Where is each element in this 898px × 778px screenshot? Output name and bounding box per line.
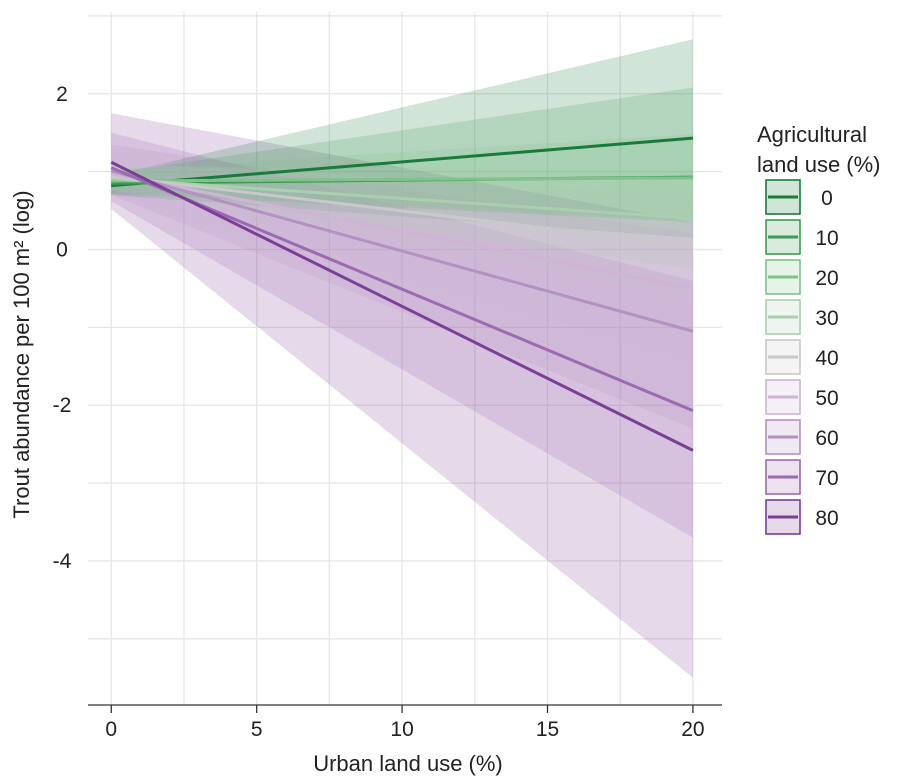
y-tick-label: 2 <box>56 83 68 106</box>
legend-title: Agricultural <box>757 122 867 147</box>
series-line-20 <box>111 176 693 183</box>
x-tick-label: 10 <box>390 718 413 741</box>
grid <box>88 12 722 705</box>
legend-label: 20 <box>815 267 838 290</box>
legend-label: 30 <box>815 307 838 330</box>
legend-title: land use (%) <box>757 152 881 177</box>
band-20 <box>111 134 693 220</box>
legend-label: 40 <box>815 347 838 370</box>
legend-key-80 <box>765 499 801 535</box>
axes: 0 5 10 15 20 -4 -2 0 2 Urban land use (%) Trout ab… <box>9 83 722 776</box>
series-line-60 <box>110 169 694 333</box>
legend: Agricultural land use (%) 0 10 20 30 40 50 60 70 8… <box>757 122 881 535</box>
legend-key-60 <box>765 419 801 455</box>
x-tick-label: 0 <box>105 718 117 741</box>
legend-label: 70 <box>815 467 838 490</box>
legend-key-40 <box>765 339 801 375</box>
legend-key-20 <box>765 259 801 295</box>
series-line-80 <box>110 160 694 452</box>
legend-label: 0 <box>821 187 833 210</box>
series-lines <box>110 136 694 452</box>
legend-key-70 <box>765 459 801 495</box>
legend-label: 50 <box>815 387 838 410</box>
legend-label: 10 <box>815 227 838 250</box>
series-line-40 <box>111 174 694 248</box>
legend-key-50 <box>765 379 801 415</box>
legend-label: 80 <box>815 507 838 530</box>
x-tick-label: 20 <box>681 718 704 741</box>
x-tick-label: 5 <box>251 718 263 741</box>
y-tick-label: 0 <box>56 238 68 261</box>
series-line-30 <box>111 177 694 220</box>
y-axis-title: Trout abundance per 100 m² (log) <box>9 190 34 518</box>
x-tick-label: 15 <box>536 718 559 741</box>
band-80 <box>111 113 693 678</box>
legend-key-10 <box>765 219 801 255</box>
legend-label: 60 <box>815 427 838 450</box>
band-40 <box>111 162 693 297</box>
series-line-0 <box>111 136 694 188</box>
legend-key-30 <box>765 299 801 335</box>
series-line-70 <box>110 166 694 413</box>
band-50 <box>111 154 693 359</box>
y-tick-label: -4 <box>53 550 72 573</box>
legend-key-0 <box>765 179 801 215</box>
x-axis-title: Urban land use (%) <box>313 751 503 776</box>
band-60 <box>111 144 693 429</box>
y-tick-label: -2 <box>53 394 72 417</box>
series-line-50 <box>110 172 694 290</box>
